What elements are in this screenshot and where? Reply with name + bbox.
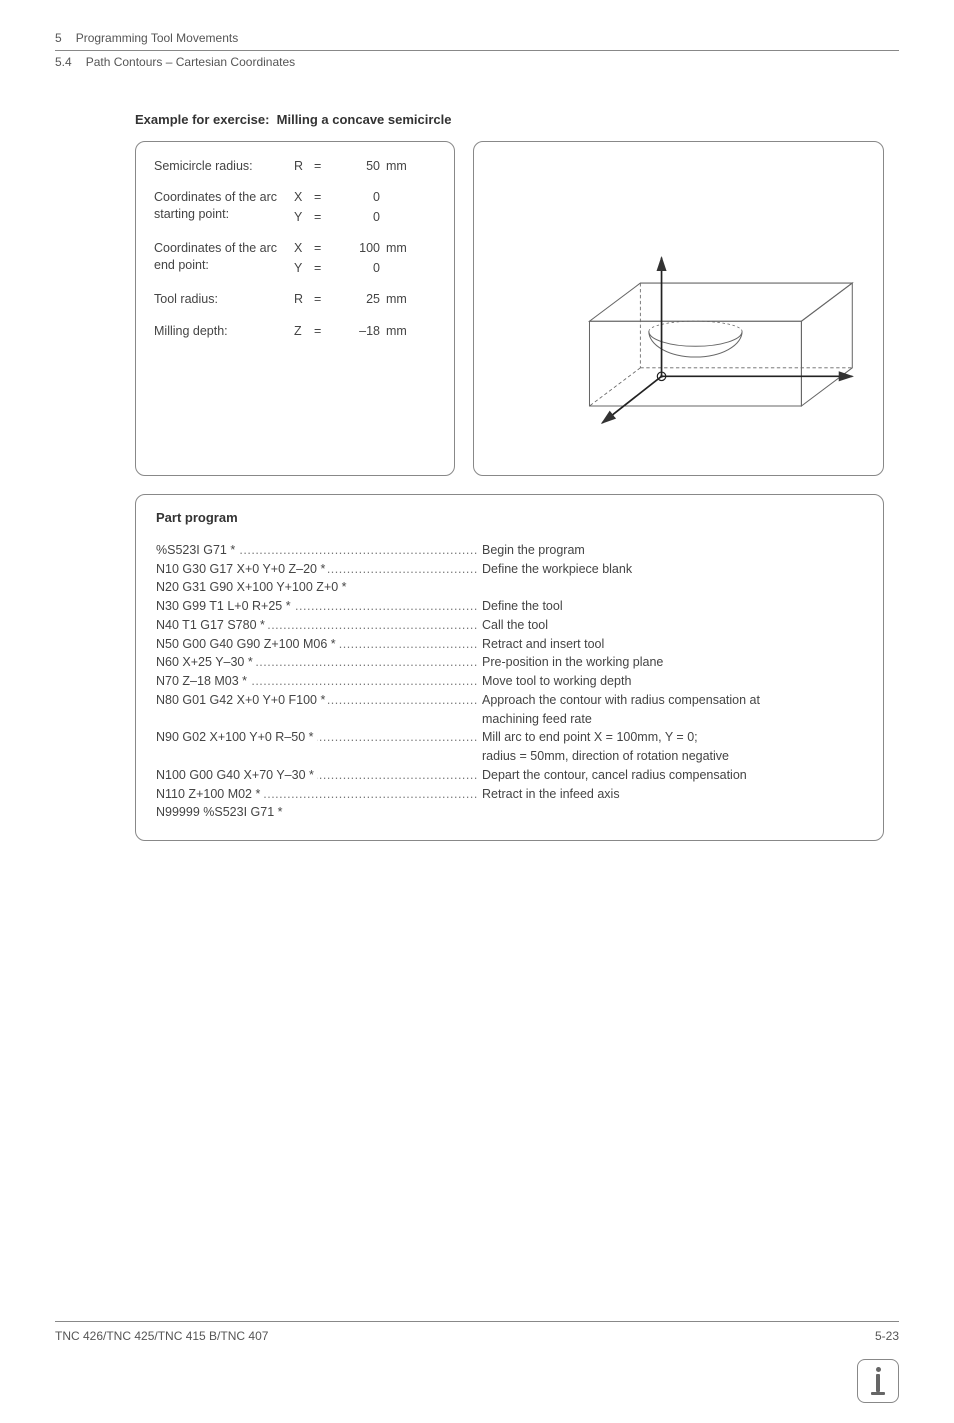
- program-description: Define the workpiece blank: [478, 560, 863, 579]
- program-code: N10 G30 G17 X+0 Y+0 Z–20 *: [156, 562, 328, 576]
- program-line: radius = 50mm, direction of rotation neg…: [156, 747, 863, 766]
- program-description: Begin the program: [478, 541, 863, 560]
- program-code: N70 Z–18 M03 *: [156, 674, 250, 688]
- program-description: Move tool to working depth: [478, 672, 863, 691]
- program-line: N50 G00 G40 G90 Z+100 M06 * Retract and i…: [156, 635, 863, 654]
- chapter-title: Programming Tool Movements: [76, 30, 239, 47]
- param-value-line: Y=0: [294, 209, 386, 227]
- example-name: Milling a concave semicircle: [277, 112, 452, 127]
- footer-page-number: 5-23: [875, 1328, 899, 1345]
- param-value-line: Y=0: [294, 260, 407, 278]
- program-description: Mill arc to end point X = 100mm, Y = 0;: [478, 728, 863, 747]
- program-line: N99999 %S523I G71 *: [156, 803, 863, 822]
- section-title: Path Contours – Cartesian Coordinates: [86, 54, 295, 71]
- program-code: N80 G01 G42 X+0 Y+0 F100 *: [156, 693, 328, 707]
- program-code: N99999 %S523I G71 *: [156, 805, 285, 819]
- chapter-number: 5: [55, 30, 62, 47]
- program-code: [156, 712, 159, 726]
- program-description: machining feed rate: [478, 710, 863, 729]
- param-label: Tool radius:: [154, 291, 294, 307]
- program-line: N60 X+25 Y–30 * Pre-position in the worki…: [156, 653, 863, 672]
- param-value-line: Z=–18 mm: [294, 323, 407, 341]
- example-heading: Example for exercise: Milling a concave …: [135, 111, 884, 129]
- program-description: radius = 50mm, direction of rotation neg…: [478, 747, 863, 766]
- semicircle-diagram: [492, 158, 865, 459]
- program-line: N70 Z–18 M03 * Move tool to working depth: [156, 672, 863, 691]
- program-code: N50 G00 G40 G90 Z+100 M06 *: [156, 637, 339, 651]
- page-footer: TNC 426/TNC 425/TNC 415 B/TNC 407 5-23: [55, 1321, 899, 1345]
- part-program-box: Part program %S523I G71 * Begin the progr…: [135, 494, 884, 841]
- footer-left: TNC 426/TNC 425/TNC 415 B/TNC 407: [55, 1328, 268, 1345]
- program-line: N80 G01 G42 X+0 Y+0 F100 * Approach the c…: [156, 691, 863, 710]
- program-code: N20 G31 G90 X+100 Y+100 Z+0 *: [156, 580, 350, 594]
- param-value-line: X=100 mm: [294, 240, 407, 258]
- info-icon: [857, 1359, 899, 1403]
- param-label: Coordinates of the arc end point:: [154, 240, 294, 273]
- parameters-box: Semicircle radius:R=50 mmCoordinates of …: [135, 141, 455, 476]
- program-code: N40 T1 G17 S780 *: [156, 618, 268, 632]
- section-number: 5.4: [55, 54, 72, 71]
- program-line: N30 G99 T1 L+0 R+25 * Define the tool: [156, 597, 863, 616]
- param-label: Semicircle radius:: [154, 158, 294, 174]
- program-description: Retract in the infeed axis: [478, 785, 863, 804]
- program-code: N90 G02 X+100 Y+0 R–50 *: [156, 730, 317, 744]
- program-code: %S523I G71 *: [156, 543, 238, 557]
- param-value-line: R=25 mm: [294, 291, 407, 309]
- program-code: N30 G99 T1 L+0 R+25 *: [156, 599, 294, 613]
- program-code: N60 X+25 Y–30 *: [156, 655, 256, 669]
- program-line: N90 G02 X+100 Y+0 R–50 * Mill arc to end …: [156, 728, 863, 747]
- chapter-header: 5 Programming Tool Movements: [55, 30, 899, 50]
- program-line: machining feed rate: [156, 710, 863, 729]
- program-description: Approach the contour with radius compens…: [478, 691, 863, 710]
- program-code: [156, 749, 159, 763]
- example-prefix: Example for exercise:: [135, 112, 269, 127]
- program-line: N10 G30 G17 X+0 Y+0 Z–20 * Define the wor…: [156, 560, 863, 579]
- program-line: N110 Z+100 M02 * Retract in the infeed ax…: [156, 785, 863, 804]
- program-line: %S523I G71 * Begin the program: [156, 541, 863, 560]
- param-value-line: X=0: [294, 189, 386, 207]
- param-label: Coordinates of the arc starting point:: [154, 189, 294, 222]
- program-description: [478, 803, 863, 822]
- program-description: Call the tool: [478, 616, 863, 635]
- program-description: Retract and insert tool: [478, 635, 863, 654]
- info-icon-container: [55, 1359, 899, 1403]
- diagram-box: [473, 141, 884, 476]
- program-code: N110 Z+100 M02 *: [156, 787, 263, 801]
- section-header: 5.4 Path Contours – Cartesian Coordinate…: [55, 50, 899, 71]
- program-description: Define the tool: [478, 597, 863, 616]
- param-label: Milling depth:: [154, 323, 294, 339]
- program-line: N100 G00 G40 X+70 Y–30 * Depart the conto…: [156, 766, 863, 785]
- param-value-line: R=50 mm: [294, 158, 407, 176]
- program-line: N20 G31 G90 X+100 Y+100 Z+0 *: [156, 578, 863, 597]
- part-program-title: Part program: [156, 509, 863, 527]
- program-description: [478, 578, 863, 597]
- program-line: N40 T1 G17 S780 * Call the tool: [156, 616, 863, 635]
- program-description: Depart the contour, cancel radius compen…: [478, 766, 863, 785]
- program-description: Pre-position in the working plane: [478, 653, 863, 672]
- program-code: N100 G00 G40 X+70 Y–30 *: [156, 768, 317, 782]
- part-program-listing: %S523I G71 *Begin the programN10 G30 G17…: [156, 541, 863, 822]
